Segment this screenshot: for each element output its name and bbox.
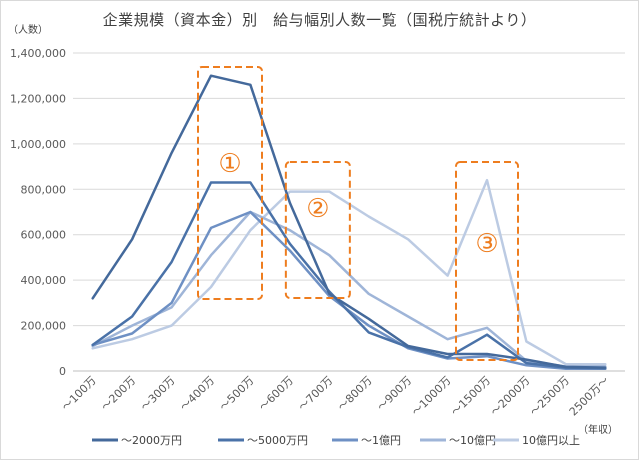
y-tick-label: 1,000,000 (10, 138, 66, 151)
y-tick-label: 200,000 (21, 320, 67, 333)
annotation-box (455, 161, 519, 361)
legend-label: ～1億円 (361, 434, 401, 447)
x-tick-label: ～2500万 (527, 374, 572, 419)
annotation-label: ③ (475, 229, 498, 259)
y-tick-label: 400,000 (21, 274, 67, 287)
annotation-box (284, 161, 351, 299)
legend-label: 10億円以上 (522, 434, 580, 447)
annotation-label: ① (218, 149, 241, 179)
x-axis-label: （年収） (578, 423, 618, 436)
legend-label: ～2000万円 (121, 434, 182, 447)
y-tick-label: 1,400,000 (10, 47, 66, 60)
legend-label: ～5000万円 (247, 434, 308, 447)
x-tick-label: ～300万 (138, 374, 178, 414)
x-tick-label: ～500万 (217, 374, 257, 414)
annotation-label: ② (306, 194, 329, 224)
x-tick-label: ～2000万 (488, 374, 533, 419)
x-axis-ticks: ～100万 ～200万 ～300万 ～400万 ～500万 ～600万 ～700万 ～800万… (59, 374, 611, 419)
y-axis-label: （人数） (8, 23, 48, 36)
x-tick-label: ～900万 (375, 374, 415, 414)
legend-label: ～10億円 (449, 434, 496, 447)
x-tick-label: ～100万 (59, 374, 99, 414)
y-tick-label: 0 (59, 365, 66, 378)
y-tick-label: 600,000 (21, 229, 67, 242)
x-tick-label: ～600万 (256, 374, 296, 414)
chart-title: 企業規模（資本金）別 給与幅別人数一覧（国税庁統計より） (102, 11, 537, 29)
gridlines (73, 52, 625, 372)
y-tick-label: 1,200,000 (10, 92, 66, 105)
annotation-box (197, 66, 263, 300)
y-tick-label: 800,000 (21, 183, 67, 196)
x-tick-label: ～400万 (178, 374, 218, 414)
x-tick-label: ～1000万 (409, 374, 454, 419)
x-tick-label: ～700万 (296, 374, 336, 414)
x-tick-label: ～800万 (335, 374, 375, 414)
x-tick-label: ～200万 (99, 374, 139, 414)
x-tick-label: 2500万～ (567, 374, 612, 419)
series-line (91, 74, 607, 369)
legend: ～2000万円 ～5000万円 ～1億円 ～10億円 10億円以上 (92, 434, 580, 447)
annotations: ① ② ③ (197, 66, 519, 361)
series-lines (91, 74, 607, 370)
y-axis-ticks: 0 200,000 400,000 600,000 800,000 1,000,000 1,… (10, 47, 66, 378)
x-tick-label: ～1500万 (449, 374, 494, 419)
series-line (91, 210, 607, 370)
